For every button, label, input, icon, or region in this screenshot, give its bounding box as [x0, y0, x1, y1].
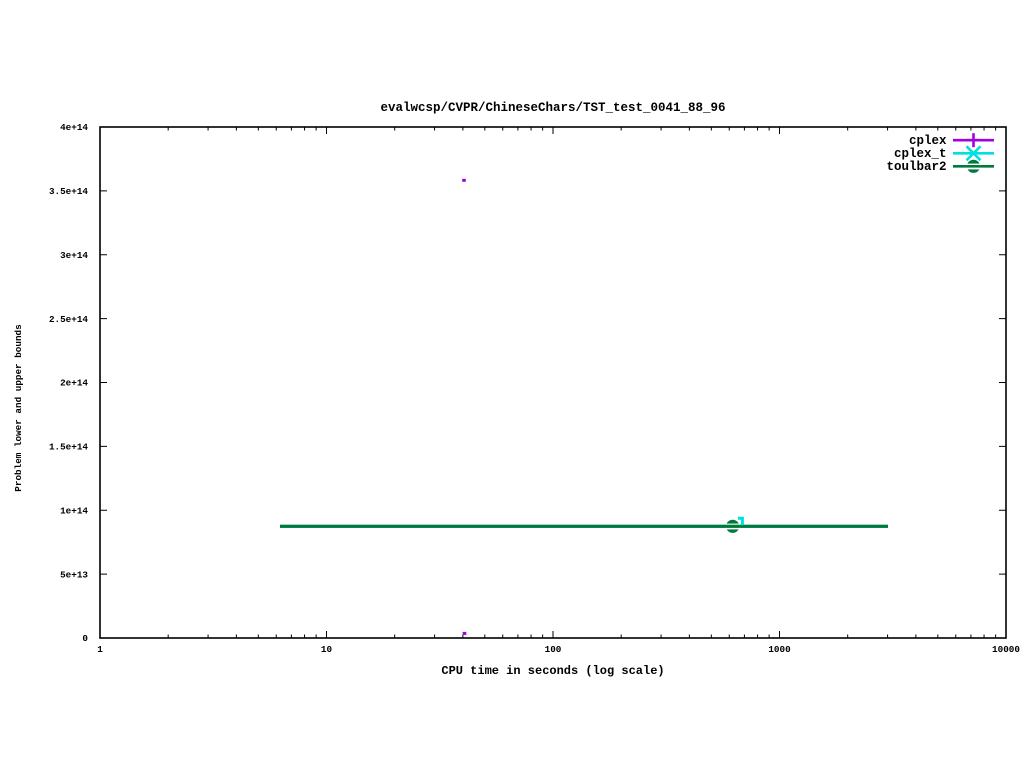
svg-text:1.5e+14: 1.5e+14: [49, 442, 88, 453]
svg-text:CPU time in seconds (log scale: CPU time in seconds (log scale): [441, 664, 664, 678]
svg-text:2e+14: 2e+14: [60, 378, 88, 389]
svg-text:10000: 10000: [992, 644, 1020, 655]
svg-text:100: 100: [545, 644, 562, 655]
svg-text:evalwcsp/CVPR/ChineseChars/TST: evalwcsp/CVPR/ChineseChars/TST_test_0041…: [380, 101, 725, 115]
svg-text:4e+14: 4e+14: [60, 122, 88, 133]
svg-text:0: 0: [82, 633, 88, 644]
svg-text:toulbar2: toulbar2: [886, 160, 946, 174]
svg-text:cplex_t: cplex_t: [894, 147, 947, 161]
svg-text:10: 10: [321, 644, 333, 655]
svg-text:cplex: cplex: [909, 134, 947, 148]
svg-text:2.5e+14: 2.5e+14: [49, 314, 88, 325]
svg-text:Problem lower and upper bounds: Problem lower and upper bounds: [13, 324, 24, 492]
svg-text:3.5e+14: 3.5e+14: [49, 186, 88, 197]
svg-text:1000: 1000: [768, 644, 791, 655]
svg-text:3e+14: 3e+14: [60, 250, 88, 261]
svg-text:1e+14: 1e+14: [60, 506, 88, 517]
svg-text:1: 1: [97, 644, 103, 655]
svg-text:5e+13: 5e+13: [60, 569, 88, 580]
